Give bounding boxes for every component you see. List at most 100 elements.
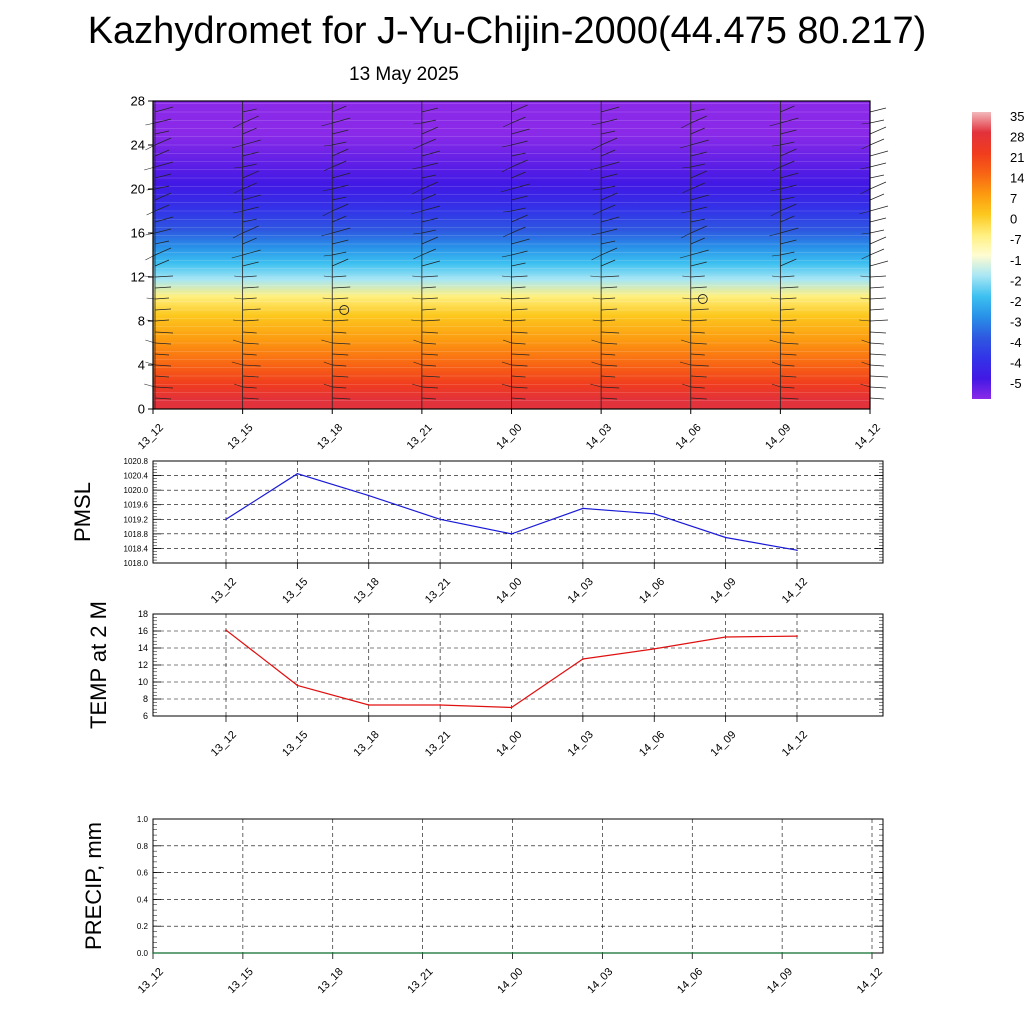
wind-barb-flag bbox=[679, 254, 691, 259]
wind-barb bbox=[242, 225, 259, 234]
wind-barb-flag bbox=[591, 232, 602, 236]
wind-barb-flag bbox=[231, 361, 243, 366]
wind-barb-flag bbox=[231, 254, 243, 259]
wind-barb bbox=[780, 172, 799, 179]
wind-barb bbox=[690, 261, 707, 267]
wind-barb bbox=[332, 342, 351, 345]
wind-barb-flag bbox=[861, 254, 871, 260]
wind-barb-flag bbox=[413, 254, 423, 260]
wind-barb bbox=[601, 118, 618, 124]
wind-barb bbox=[511, 397, 526, 400]
x-tick-label: 13_21 bbox=[423, 729, 453, 759]
wind-barb bbox=[511, 128, 530, 135]
colorbar-label: -1 bbox=[1010, 253, 1022, 268]
wind-barb bbox=[869, 386, 887, 389]
wind-barb bbox=[869, 342, 885, 345]
wind-barb bbox=[242, 170, 259, 179]
wind-barb bbox=[869, 397, 885, 400]
wind-barb-flag bbox=[501, 166, 512, 173]
y-tick-label: 12 bbox=[131, 270, 145, 285]
y-tick-label: 12 bbox=[138, 660, 148, 670]
wind-barb-flag bbox=[681, 122, 691, 129]
wind-barb bbox=[154, 375, 170, 378]
wind-barb bbox=[332, 129, 349, 135]
wind-barb bbox=[421, 319, 440, 322]
chart-date: 13 May 2025 bbox=[349, 64, 459, 85]
wind-barb bbox=[511, 364, 528, 367]
wind-barb bbox=[421, 308, 436, 311]
wind-barb bbox=[421, 138, 437, 146]
wind-barb bbox=[780, 117, 799, 124]
wind-barb-flag bbox=[591, 339, 602, 344]
wind-barb bbox=[780, 297, 797, 300]
wind-barb bbox=[511, 386, 528, 389]
wind-barb bbox=[511, 159, 528, 168]
x-tick-label: 14_09 bbox=[765, 966, 795, 996]
x-tick-label: 14_12 bbox=[780, 729, 810, 759]
series-point bbox=[796, 549, 798, 552]
colorbar-label: -2 bbox=[1010, 294, 1022, 309]
y-tick-label: 1018.4 bbox=[124, 544, 149, 553]
wind-barb bbox=[154, 149, 170, 157]
wind-barb bbox=[511, 250, 528, 256]
series-point bbox=[296, 472, 299, 475]
wind-barb bbox=[780, 342, 799, 345]
wind-barb bbox=[154, 173, 172, 179]
series-point bbox=[367, 704, 370, 706]
series-point bbox=[242, 952, 244, 954]
wind-barb-flag bbox=[321, 122, 333, 127]
x-tick-label: 14_06 bbox=[675, 966, 705, 996]
wind-barb-flag bbox=[590, 275, 602, 278]
wind-barb-flag bbox=[770, 210, 781, 217]
wind-barb bbox=[332, 160, 347, 168]
x-tick-label: 13_12 bbox=[136, 966, 166, 996]
y-tick-label: 0.4 bbox=[137, 895, 149, 904]
wind-barb bbox=[780, 319, 797, 322]
y-axis-label: TEMP at 2 M bbox=[86, 601, 111, 729]
wind-barb bbox=[601, 308, 618, 311]
y-axis-label: PMSL bbox=[70, 482, 95, 542]
wind-barb bbox=[242, 261, 259, 267]
wind-barb-flag bbox=[503, 319, 512, 322]
y-tick-label: 1019.2 bbox=[124, 515, 149, 524]
y-tick-label: 0.2 bbox=[137, 922, 149, 931]
wind-barb bbox=[154, 106, 174, 113]
series-point bbox=[871, 952, 873, 954]
wind-barb bbox=[869, 319, 889, 322]
wind-barb bbox=[690, 170, 707, 179]
wind-barb bbox=[601, 173, 618, 179]
wind-barb bbox=[154, 397, 172, 400]
wind-barb bbox=[780, 196, 795, 201]
y-tick-label: 1018.0 bbox=[124, 559, 149, 568]
series-point bbox=[582, 658, 584, 660]
wind-barb bbox=[421, 286, 436, 289]
wind-barb bbox=[332, 397, 351, 400]
wind-barb bbox=[601, 364, 618, 367]
wind-barb bbox=[154, 331, 174, 334]
wind-barb-flag bbox=[323, 166, 333, 172]
x-tick-label: 14_03 bbox=[566, 576, 596, 606]
wind-barb bbox=[869, 286, 885, 289]
wind-barb bbox=[154, 259, 170, 267]
colorbar: 35 28 21 14 7 0 -7 -1 -2 -2 -3 -4 -4 -5 bbox=[972, 109, 1024, 399]
wind-barb bbox=[242, 364, 261, 367]
wind-barb bbox=[601, 319, 616, 322]
wind-barb bbox=[690, 397, 707, 400]
wind-barb bbox=[332, 319, 349, 322]
wind-barb bbox=[690, 127, 705, 135]
wind-barb bbox=[154, 386, 174, 389]
chart-title: Kazhydromet for J-Yu-Chijin-2000(44.475 … bbox=[87, 10, 927, 52]
x-tick-label: 14_12 bbox=[780, 576, 810, 606]
wind-barb bbox=[780, 129, 797, 135]
wind-barb bbox=[511, 207, 526, 212]
wind-barb bbox=[511, 286, 526, 289]
series-point bbox=[796, 635, 798, 637]
wind-barb bbox=[690, 237, 705, 245]
wind-barb-flag bbox=[321, 339, 333, 344]
wind-barb bbox=[154, 364, 172, 367]
x-tick-label: 13_15 bbox=[280, 576, 310, 606]
wind-barb-flag bbox=[592, 297, 602, 300]
wind-barb-flag bbox=[771, 383, 781, 388]
wind-barb-flag bbox=[234, 166, 243, 169]
wind-barb bbox=[690, 139, 709, 146]
